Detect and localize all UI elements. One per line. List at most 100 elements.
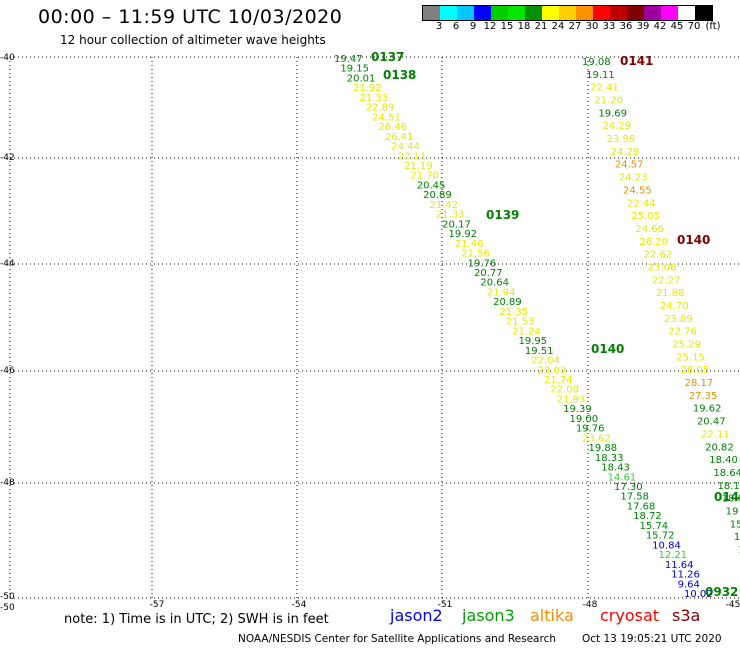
- pass-time-label: 0140: [677, 233, 710, 247]
- footer-credit: NOAA/NESDIS Center for Satellite Applica…: [238, 633, 556, 645]
- pass-time-label: 0932: [705, 585, 738, 599]
- wave-height-label: 26.46: [379, 122, 408, 133]
- wave-height-label: 22.89: [366, 103, 395, 114]
- wave-height-label: 21.88: [656, 288, 685, 299]
- lat-label: -46: [0, 366, 15, 376]
- colorbar-swatch: [644, 6, 661, 20]
- pass-time-label: 0138: [383, 68, 416, 82]
- lat-label: -50: [0, 592, 15, 602]
- wave-height-label: 19.69: [598, 108, 627, 119]
- lon-label: -48: [582, 600, 598, 610]
- colorbar-unit: (ft): [705, 21, 721, 32]
- wave-height-label: 14.61: [608, 472, 637, 483]
- colorbar-swatch: [627, 6, 644, 20]
- wave-height-label: 26.20: [639, 237, 668, 248]
- wave-height-label: 24.44: [391, 142, 420, 153]
- wave-height-label: 26.41: [385, 132, 414, 143]
- wave-height-label: 18.1: [717, 481, 739, 492]
- wave-height-label: 9.64: [678, 579, 700, 590]
- wave-height-label: 19: [726, 506, 739, 517]
- colorbar-tick-label: 39: [636, 21, 650, 32]
- wave-height-label: 28.17: [685, 378, 714, 389]
- wave-height-label: 23.06: [648, 262, 677, 273]
- wave-height-label: 18.43: [601, 463, 630, 474]
- wave-height-label: 24.55: [623, 185, 652, 196]
- colorbar-swatch: [491, 6, 508, 20]
- colorbar-tick-label: 15: [500, 21, 514, 32]
- wave-height-label: 19.39: [563, 404, 592, 415]
- wave-height-label: 19.15: [340, 64, 369, 75]
- wave-height-label: 20.47: [697, 417, 726, 428]
- wave-height-label: 22.27: [652, 275, 681, 286]
- wave-height-label: 21.24: [512, 326, 541, 337]
- colorbar-swatch: [525, 6, 542, 20]
- legend-jason2: jason2: [390, 606, 443, 625]
- lat-label: -50: [0, 603, 15, 613]
- colorbar-tick-label: 18: [517, 21, 531, 32]
- colorbar-labels: 3 6 9 12 15 18 21 24 27 30 33 36 39 42 45 70 (ft): [422, 21, 732, 33]
- wave-height-label: 19.95: [519, 336, 548, 347]
- wave-height-label: 15.74: [639, 521, 668, 532]
- wave-height-label: 21.46: [455, 239, 484, 250]
- wave-height-label: 24.57: [615, 160, 644, 171]
- colorbar-tick-label: 27: [568, 21, 582, 32]
- wave-height-label: 20.89: [423, 190, 452, 201]
- legend-altika: altika: [530, 606, 574, 625]
- wave-height-label: 21.74: [544, 375, 573, 386]
- lat-label: -40: [0, 53, 15, 63]
- colorbar-swatch: [593, 6, 610, 20]
- wave-height-label: 18.33: [595, 453, 624, 464]
- wave-height-label: 22.11: [398, 151, 427, 162]
- map-subtitle: 12 hour collection of altimeter wave hei…: [60, 33, 326, 47]
- pass-time-label: 0140: [591, 342, 624, 356]
- colorbar-swatch: [474, 6, 491, 20]
- colorbar-tick-label: 70: [687, 21, 701, 32]
- lon-label: -45: [725, 600, 740, 610]
- wave-height-label: 19.76: [468, 258, 497, 269]
- wave-height-label: 21.33: [436, 210, 465, 221]
- footer-timestamp: Oct 13 19:05:21 UTC 2020: [582, 633, 722, 645]
- wave-height-label: 23.62: [582, 433, 611, 444]
- wave-height-label: 20.45: [417, 180, 446, 191]
- pass-time-label: 0141: [620, 54, 653, 68]
- wave-height-label: 12.21: [659, 550, 688, 561]
- wave-height-label: 19.62: [693, 404, 722, 415]
- colorbar-swatch: [576, 6, 593, 20]
- wave-height-label: 17.30: [614, 482, 643, 493]
- wave-height-label: 25.05: [631, 211, 660, 222]
- wave-height-label: 22.04: [531, 356, 560, 367]
- wave-height-label: 20.64: [480, 278, 509, 289]
- wave-height-label: 18.64: [713, 468, 740, 479]
- wave-height-label: 11.64: [665, 560, 694, 571]
- wave-height-label: 11.26: [671, 570, 700, 581]
- colorbar-tick-label: 24: [551, 21, 565, 32]
- wave-height-label: 23.98: [607, 134, 636, 145]
- wave-height-label: 24.29: [603, 121, 632, 132]
- wave-height-label: 20.01: [347, 73, 376, 84]
- wave-height-label: 21.70: [410, 171, 439, 182]
- wave-height-label: 18.40: [709, 455, 738, 466]
- colorbar-tick-label: 30: [585, 21, 599, 32]
- wave-height-label: 21.56: [461, 249, 490, 260]
- wave-height-label: 25.15: [676, 352, 705, 363]
- wave-height-label: 25.29: [672, 340, 701, 351]
- wave-height-label: 18.72: [633, 511, 662, 522]
- wave-height-label: 23.03: [538, 365, 567, 376]
- wave-height-label: 24.51: [372, 112, 401, 123]
- wave-height-label: 19.76: [576, 424, 605, 435]
- colorbar-swatch: [610, 6, 627, 20]
- map-title: 00:00 – 11:59 UTC 10/03/2020: [38, 6, 343, 28]
- wave-height-label: 17.58: [620, 492, 649, 503]
- colorbar-swatch: [678, 6, 695, 20]
- wave-height-label: 24.66: [635, 224, 664, 235]
- wave-height-label: 19.11: [586, 70, 615, 81]
- map-svg: 19.4719.1520.0121.9221.3322.8924.5126.46…: [9, 50, 740, 600]
- colorbar-tick-label: 36: [619, 21, 633, 32]
- lon-label: -57: [149, 600, 165, 610]
- wave-height-label: 15: [734, 532, 740, 543]
- colorbar-tick-label: 3: [435, 21, 443, 32]
- wave-height-label: 20.77: [474, 268, 503, 279]
- wave-height-label: 21.35: [499, 307, 528, 318]
- wave-height-label: 21.20: [594, 96, 623, 107]
- note-text: note: 1) Time is in UTC; 2) SWH is in fe…: [64, 612, 329, 627]
